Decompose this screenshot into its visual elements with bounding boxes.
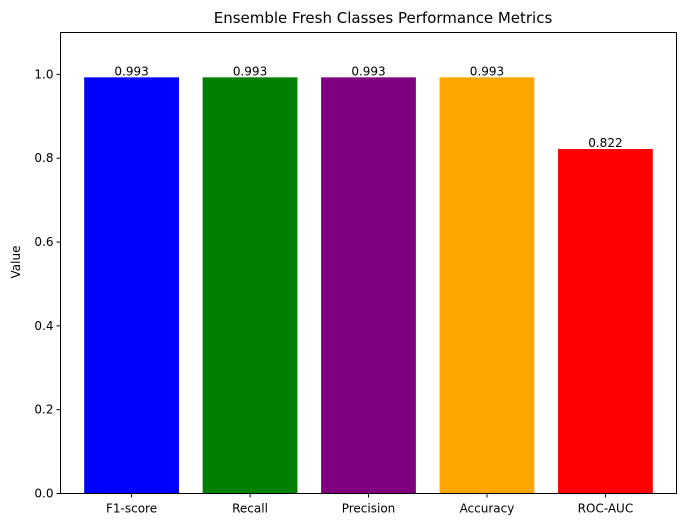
bar-value-label: 0.822 bbox=[588, 136, 622, 150]
bar-roc-auc bbox=[558, 149, 653, 494]
x-tick-label: Precision bbox=[342, 502, 396, 516]
y-tick-label: 0.8 bbox=[34, 151, 53, 165]
y-tick-label: 0.6 bbox=[34, 235, 53, 249]
bar-value-label: 0.993 bbox=[470, 64, 504, 78]
x-tick-label: Recall bbox=[232, 502, 268, 516]
bar-accuracy bbox=[439, 77, 535, 494]
y-tick-label: 0.2 bbox=[34, 403, 53, 417]
bar-f1-score bbox=[84, 77, 179, 494]
plot-frame bbox=[60, 32, 677, 494]
y-axis-label: Value bbox=[9, 246, 23, 279]
bar-value-label: 0.993 bbox=[233, 64, 267, 78]
y-axis: 0.0 0.2 0.4 0.6 0.8 1.0 bbox=[34, 67, 61, 501]
x-tick-label: Accuracy bbox=[460, 502, 515, 516]
y-tick-label: 0.4 bbox=[34, 319, 53, 333]
y-tick-label: 0.0 bbox=[34, 487, 53, 501]
chart-title: Ensemble Fresh Classes Performance Metri… bbox=[214, 9, 553, 27]
x-axis: F1-score Recall Precision Accuracy ROC-AUC bbox=[106, 493, 634, 516]
x-tick-label: ROC-AUC bbox=[578, 502, 634, 516]
bar-precision bbox=[321, 77, 416, 494]
bar-value-label: 0.993 bbox=[351, 64, 385, 78]
bar-recall bbox=[202, 77, 298, 494]
bars-group: 0.993 0.993 0.993 0.993 0.822 bbox=[84, 64, 653, 494]
y-tick-label: 1.0 bbox=[34, 67, 53, 81]
x-tick-label: F1-score bbox=[106, 502, 157, 516]
bar-value-label: 0.993 bbox=[114, 64, 148, 78]
